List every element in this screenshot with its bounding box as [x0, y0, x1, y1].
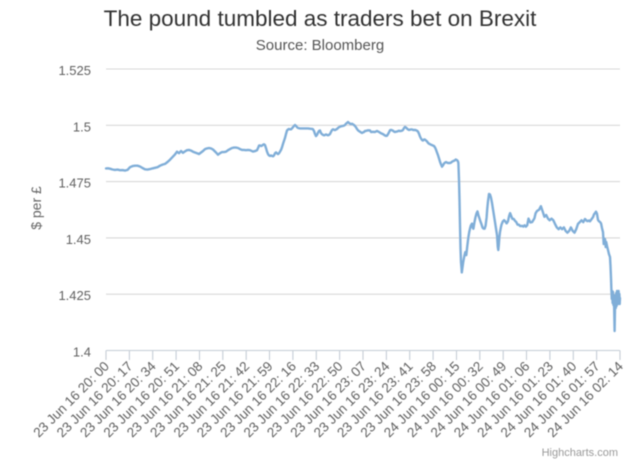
svg-text:Source: Bloomberg: Source: Bloomberg: [256, 37, 384, 54]
svg-text:$ per £: $ per £: [28, 186, 44, 230]
svg-text:The pound tumbled as traders b: The pound tumbled as traders bet on Brex…: [104, 6, 538, 31]
svg-text:1.525: 1.525: [58, 63, 91, 78]
svg-text:1.4: 1.4: [73, 345, 91, 360]
svg-text:1.5: 1.5: [73, 119, 91, 134]
svg-text:1.45: 1.45: [66, 232, 91, 247]
svg-text:Highcharts.com: Highcharts.com: [542, 447, 618, 459]
svg-text:1.425: 1.425: [58, 288, 91, 303]
svg-text:1.475: 1.475: [58, 176, 91, 191]
